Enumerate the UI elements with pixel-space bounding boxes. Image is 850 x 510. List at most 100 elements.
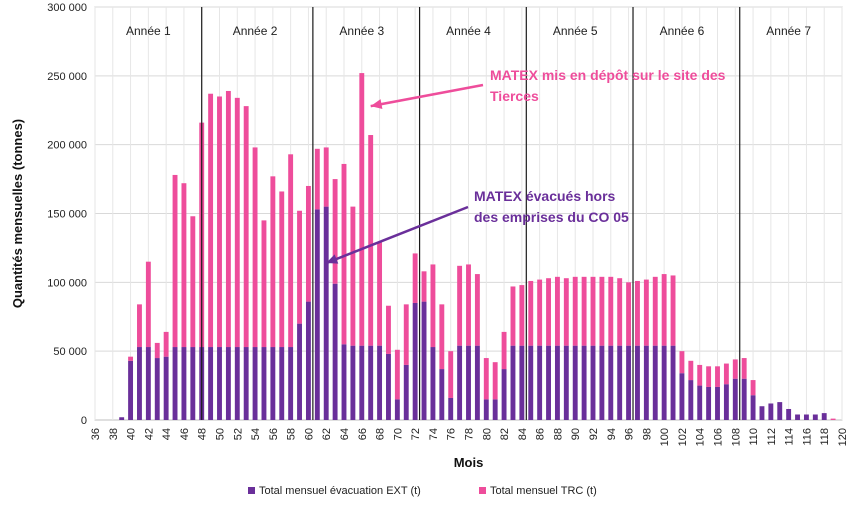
bar-trc [128, 356, 134, 361]
x-tick-label: 104 [695, 428, 707, 446]
year-label: Année 5 [553, 24, 598, 38]
year-label: Année 4 [446, 24, 491, 38]
bar-evacuation-ext [501, 369, 507, 420]
bar-trc [323, 147, 329, 207]
year-label: Année 1 [126, 24, 171, 38]
bar-trc [635, 280, 640, 346]
bar-trc [510, 286, 516, 346]
annotation-text: MATEX mis en dépôt sur le site des [490, 67, 726, 83]
annotation-arrowhead [326, 254, 339, 264]
bar-evacuation-ext [803, 414, 809, 420]
bar-evacuation-ext [697, 385, 703, 420]
bar-evacuation-ext [359, 345, 365, 420]
x-tick-label: 112 [766, 428, 778, 446]
x-tick-label: 116 [801, 428, 813, 446]
bar-trc [430, 264, 436, 348]
x-tick-label: 74 [428, 428, 440, 440]
bar-evacuation-ext [679, 373, 685, 420]
bar-evacuation-ext [225, 347, 231, 420]
x-tick-label: 54 [250, 428, 262, 440]
annotation-arrowhead [370, 99, 383, 110]
bar-trc [359, 73, 365, 346]
bar-trc [546, 278, 551, 346]
bar-evacuation-ext [394, 399, 400, 420]
bar-evacuation-ext [448, 397, 454, 420]
bar-trc [305, 185, 311, 302]
bar-evacuation-ext [430, 347, 436, 420]
bar-evacuation-ext [581, 345, 587, 420]
bar-trc [234, 97, 240, 348]
bar-trc [261, 220, 267, 348]
bar-trc [617, 278, 623, 346]
bar-evacuation-ext [270, 347, 276, 420]
bar-evacuation-ext [137, 347, 142, 420]
bar-trc [270, 176, 276, 348]
x-tick-label: 78 [464, 428, 476, 440]
y-tick-label: 150 000 [47, 209, 87, 221]
bar-trc [608, 276, 614, 346]
bar-evacuation-ext [554, 345, 560, 420]
bar-evacuation-ext [412, 302, 418, 420]
bar-evacuation-ext [528, 345, 534, 420]
bar-trc [225, 90, 231, 348]
bar-evacuation-ext [297, 323, 302, 420]
y-tick-label: 250 000 [47, 71, 87, 83]
bar-evacuation-ext [546, 345, 551, 420]
y-tick-label: 100 000 [47, 277, 87, 289]
bar-evacuation-ext [145, 347, 151, 420]
bar-trc [537, 279, 543, 346]
x-tick-label: 56 [268, 428, 280, 440]
bar-evacuation-ext [483, 399, 489, 420]
x-tick-label: 38 [108, 428, 120, 440]
bar-trc [154, 342, 160, 359]
year-label: Année 6 [660, 24, 705, 38]
legend-label: Total mensuel TRC (t) [490, 485, 597, 497]
x-tick-label: 58 [286, 428, 298, 440]
year-label: Année 2 [233, 24, 278, 38]
bar-evacuation-ext [305, 301, 311, 420]
bar-evacuation-ext [243, 347, 249, 420]
x-tick-label: 72 [410, 428, 422, 440]
bar-evacuation-ext [661, 345, 667, 420]
bar-evacuation-ext [821, 413, 827, 420]
x-tick-label: 100 [659, 428, 671, 446]
bar-trc [341, 163, 347, 345]
bar-evacuation-ext [519, 345, 525, 420]
bar-trc [581, 276, 587, 346]
legend-label: Total mensuel évacuation EXT (t) [259, 485, 421, 497]
bar-evacuation-ext [715, 386, 720, 420]
x-tick-label: 114 [784, 428, 796, 446]
x-tick-label: 82 [499, 428, 511, 440]
bar-trc [386, 305, 391, 354]
x-tick-label: 80 [481, 428, 493, 440]
bar-evacuation-ext [466, 345, 471, 420]
bar-trc [732, 359, 738, 379]
legend-swatch [248, 487, 255, 494]
bar-evacuation-ext [350, 345, 356, 420]
bar-trc [723, 363, 729, 385]
bar-trc [439, 304, 445, 370]
bar-evacuation-ext [741, 378, 747, 420]
bar-evacuation-ext [341, 344, 347, 420]
bar-evacuation-ext [474, 345, 480, 420]
bar-evacuation-ext [377, 345, 383, 420]
bar-trc [332, 179, 338, 284]
x-tick-label: 102 [677, 428, 689, 446]
bar-trc [661, 274, 667, 346]
bar-evacuation-ext [786, 408, 792, 420]
bar-trc [314, 148, 320, 210]
bar-evacuation-ext [670, 345, 676, 420]
bar-evacuation-ext [759, 406, 765, 420]
bar-evacuation-ext [154, 358, 160, 420]
bar-trc [670, 275, 676, 346]
bar-evacuation-ext [323, 206, 329, 420]
bar-evacuation-ext [457, 345, 463, 420]
bar-trc [457, 265, 463, 346]
bar-trc [403, 304, 409, 365]
x-tick-label: 120 [837, 428, 849, 446]
bar-evacuation-ext [643, 345, 649, 420]
x-tick-label: 44 [161, 428, 173, 440]
bar-evacuation-ext [172, 347, 178, 420]
x-tick-label: 90 [570, 428, 582, 440]
